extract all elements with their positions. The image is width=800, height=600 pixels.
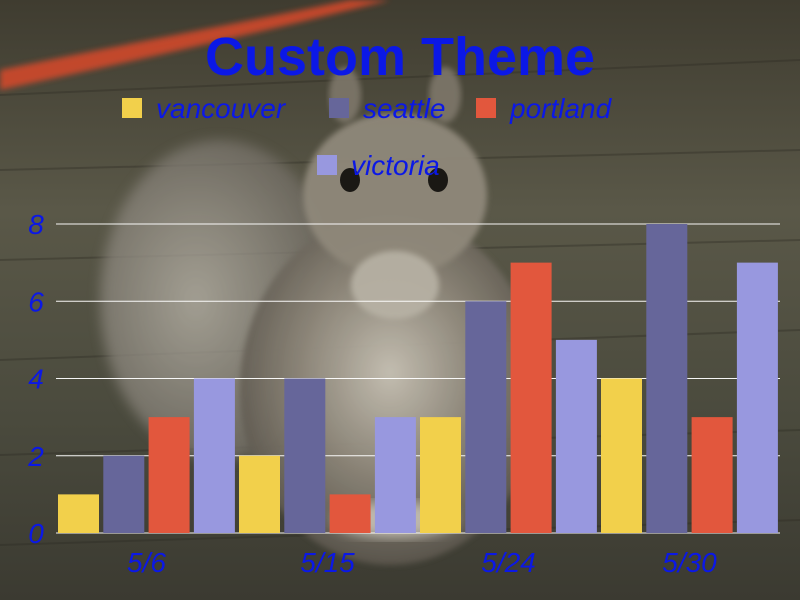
legend-swatch-portland — [476, 98, 496, 118]
bar-vancouver-5/30 — [601, 378, 642, 533]
bar-vancouver-5/24 — [420, 417, 461, 533]
chart-title: Custom Theme — [205, 27, 595, 87]
legend-item-victoria: victoria — [317, 150, 440, 181]
bar-portland-5/30 — [691, 417, 733, 533]
y-tick-label-6: 6 — [28, 286, 44, 317]
legend-label-seattle: seattle — [363, 93, 446, 124]
legend-item-seattle: seattle — [329, 93, 446, 124]
legend-label-victoria: victoria — [351, 150, 440, 181]
bar-seattle-5/30 — [646, 224, 688, 533]
bar-portland-5/24 — [510, 262, 552, 533]
bar-vancouver-5/15 — [239, 455, 280, 533]
x-tick-label-5-30: 5/30 — [662, 547, 717, 578]
x-tick-label-5-6: 5/6 — [127, 547, 166, 578]
bar-seattle-5/24 — [465, 301, 507, 533]
bar-portland-5/6 — [148, 417, 190, 533]
chart-legend: vancouver seattle portland victoria — [122, 93, 613, 181]
chart-header: Custom Theme — [205, 27, 595, 87]
legend-label-vancouver: vancouver — [156, 93, 287, 124]
legend-item-portland: portland — [476, 93, 613, 124]
legend-swatch-seattle — [329, 98, 349, 118]
legend-swatch-victoria — [317, 155, 337, 175]
bar-victoria-5/15 — [374, 417, 416, 533]
y-axis-ticks: 0 2 4 6 8 — [27, 209, 44, 549]
y-tick-label-8: 8 — [28, 209, 44, 240]
bar-victoria-5/24 — [555, 339, 597, 533]
bar-seattle-5/15 — [284, 378, 326, 533]
bar-vancouver-5/6 — [58, 494, 99, 533]
legend-label-portland: portland — [509, 93, 613, 124]
legend-item-vancouver: vancouver — [122, 93, 287, 124]
x-tick-label-5-24: 5/24 — [481, 547, 536, 578]
y-tick-label-2: 2 — [27, 441, 44, 472]
x-tick-label-5-15: 5/15 — [300, 547, 355, 578]
legend-swatch-vancouver — [122, 98, 142, 118]
y-tick-label-0: 0 — [28, 518, 44, 549]
bar-portland-5/15 — [329, 494, 371, 533]
bar-seattle-5/6 — [103, 455, 145, 533]
bar-victoria-5/6 — [193, 378, 235, 533]
y-tick-label-4: 4 — [28, 364, 44, 395]
bar-victoria-5/30 — [736, 262, 778, 533]
x-axis-ticks: 5/6 5/15 5/24 5/30 — [127, 547, 717, 578]
bar-series — [58, 224, 778, 533]
